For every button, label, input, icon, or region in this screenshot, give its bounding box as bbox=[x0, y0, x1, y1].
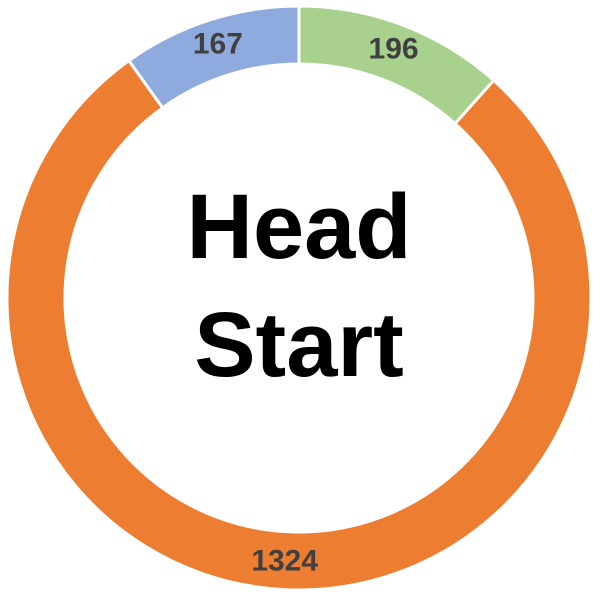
donut-segment bbox=[5, 58, 593, 592]
data-label: 1324 bbox=[251, 545, 318, 578]
data-label: 167 bbox=[193, 28, 243, 61]
data-label: 196 bbox=[369, 32, 419, 65]
center-title: Head Start bbox=[186, 176, 412, 396]
donut-segment bbox=[126, 4, 301, 110]
